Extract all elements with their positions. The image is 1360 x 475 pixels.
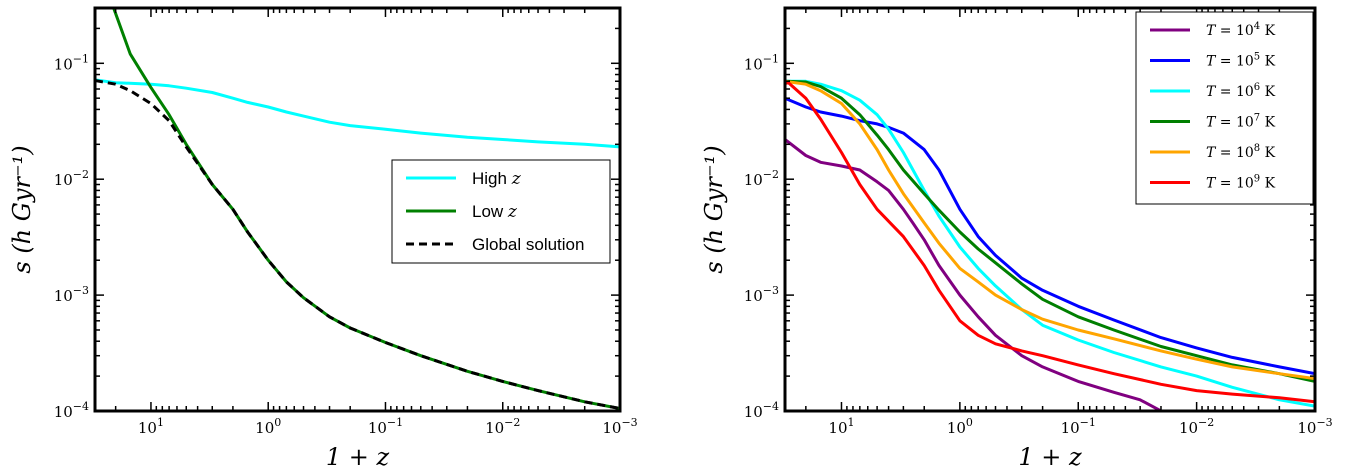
legend-label: High z [472, 169, 522, 189]
y-axis-label: s (h Gyr⁻¹) [8, 145, 36, 273]
legend-label: Low z [472, 202, 518, 222]
x-tick-label: 100 [255, 416, 281, 437]
x-tick-label: 10−2 [485, 416, 520, 437]
plot-frame [783, 6, 1317, 413]
y-axis-label: s (h Gyr⁻¹) [700, 145, 728, 273]
series-line [785, 81, 1315, 404]
plot-frame [93, 6, 622, 413]
legend-label: T = 104 K [1206, 21, 1276, 39]
x-tick-label: 10−2 [1179, 416, 1214, 437]
series-line [785, 138, 1162, 411]
y-tick-label: 10−4 [744, 400, 779, 421]
y-tick-label: 10−3 [744, 284, 779, 305]
legend: T = 104 K T = 105 K T = 106 K T = 107 K T = … [1135, 11, 1314, 205]
series-line [785, 96, 1315, 376]
x-tick-label: 101 [138, 416, 164, 437]
series-line [785, 79, 1315, 383]
series-line [95, 79, 620, 410]
y-tick-label: 10−2 [54, 168, 89, 189]
legend-label: Global solution [472, 235, 584, 254]
x-tick-label: 10−1 [1061, 416, 1096, 437]
series-line [785, 79, 1315, 408]
x-axis-label: 1 + z [326, 443, 390, 471]
legend-box [1135, 11, 1314, 205]
legend-label: T = 105 K [1206, 52, 1276, 70]
y-tick-label: 10−2 [744, 168, 779, 189]
legend-label: T = 108 K [1206, 143, 1276, 161]
left-chart-panel: 101 100 10−1 10−2 10−3 10−1 10−2 10−3 10−4 1 + z s… [8, 6, 638, 471]
legend-label: T = 106 K [1206, 82, 1276, 100]
legend-label: T = 109 K [1206, 174, 1276, 192]
series-group [95, 8, 620, 410]
legend: High z Low z Global solution [391, 159, 611, 264]
y-tick-label: 10−1 [744, 52, 779, 73]
series-line [785, 79, 1315, 381]
y-tick-label: 10−4 [54, 400, 89, 421]
x-tick-label: 100 [947, 416, 973, 437]
y-tick-label: 10−1 [54, 52, 89, 73]
right-chart-panel: 101 100 10−1 10−2 10−3 10−1 10−2 10−3 10−4 1 + z s… [700, 6, 1333, 471]
x-tick-label: 10−3 [602, 416, 637, 437]
x-tick-label: 10−3 [1297, 416, 1332, 437]
x-tick-label: 101 [828, 416, 854, 437]
y-tick-label: 10−3 [54, 284, 89, 305]
minor-ticks [94, 7, 621, 412]
x-tick-label: 10−1 [368, 416, 403, 437]
x-axis-label: 1 + z [1018, 443, 1082, 471]
series-line [95, 78, 620, 149]
series-group [785, 79, 1315, 411]
legend-label: T = 107 K [1206, 113, 1276, 131]
